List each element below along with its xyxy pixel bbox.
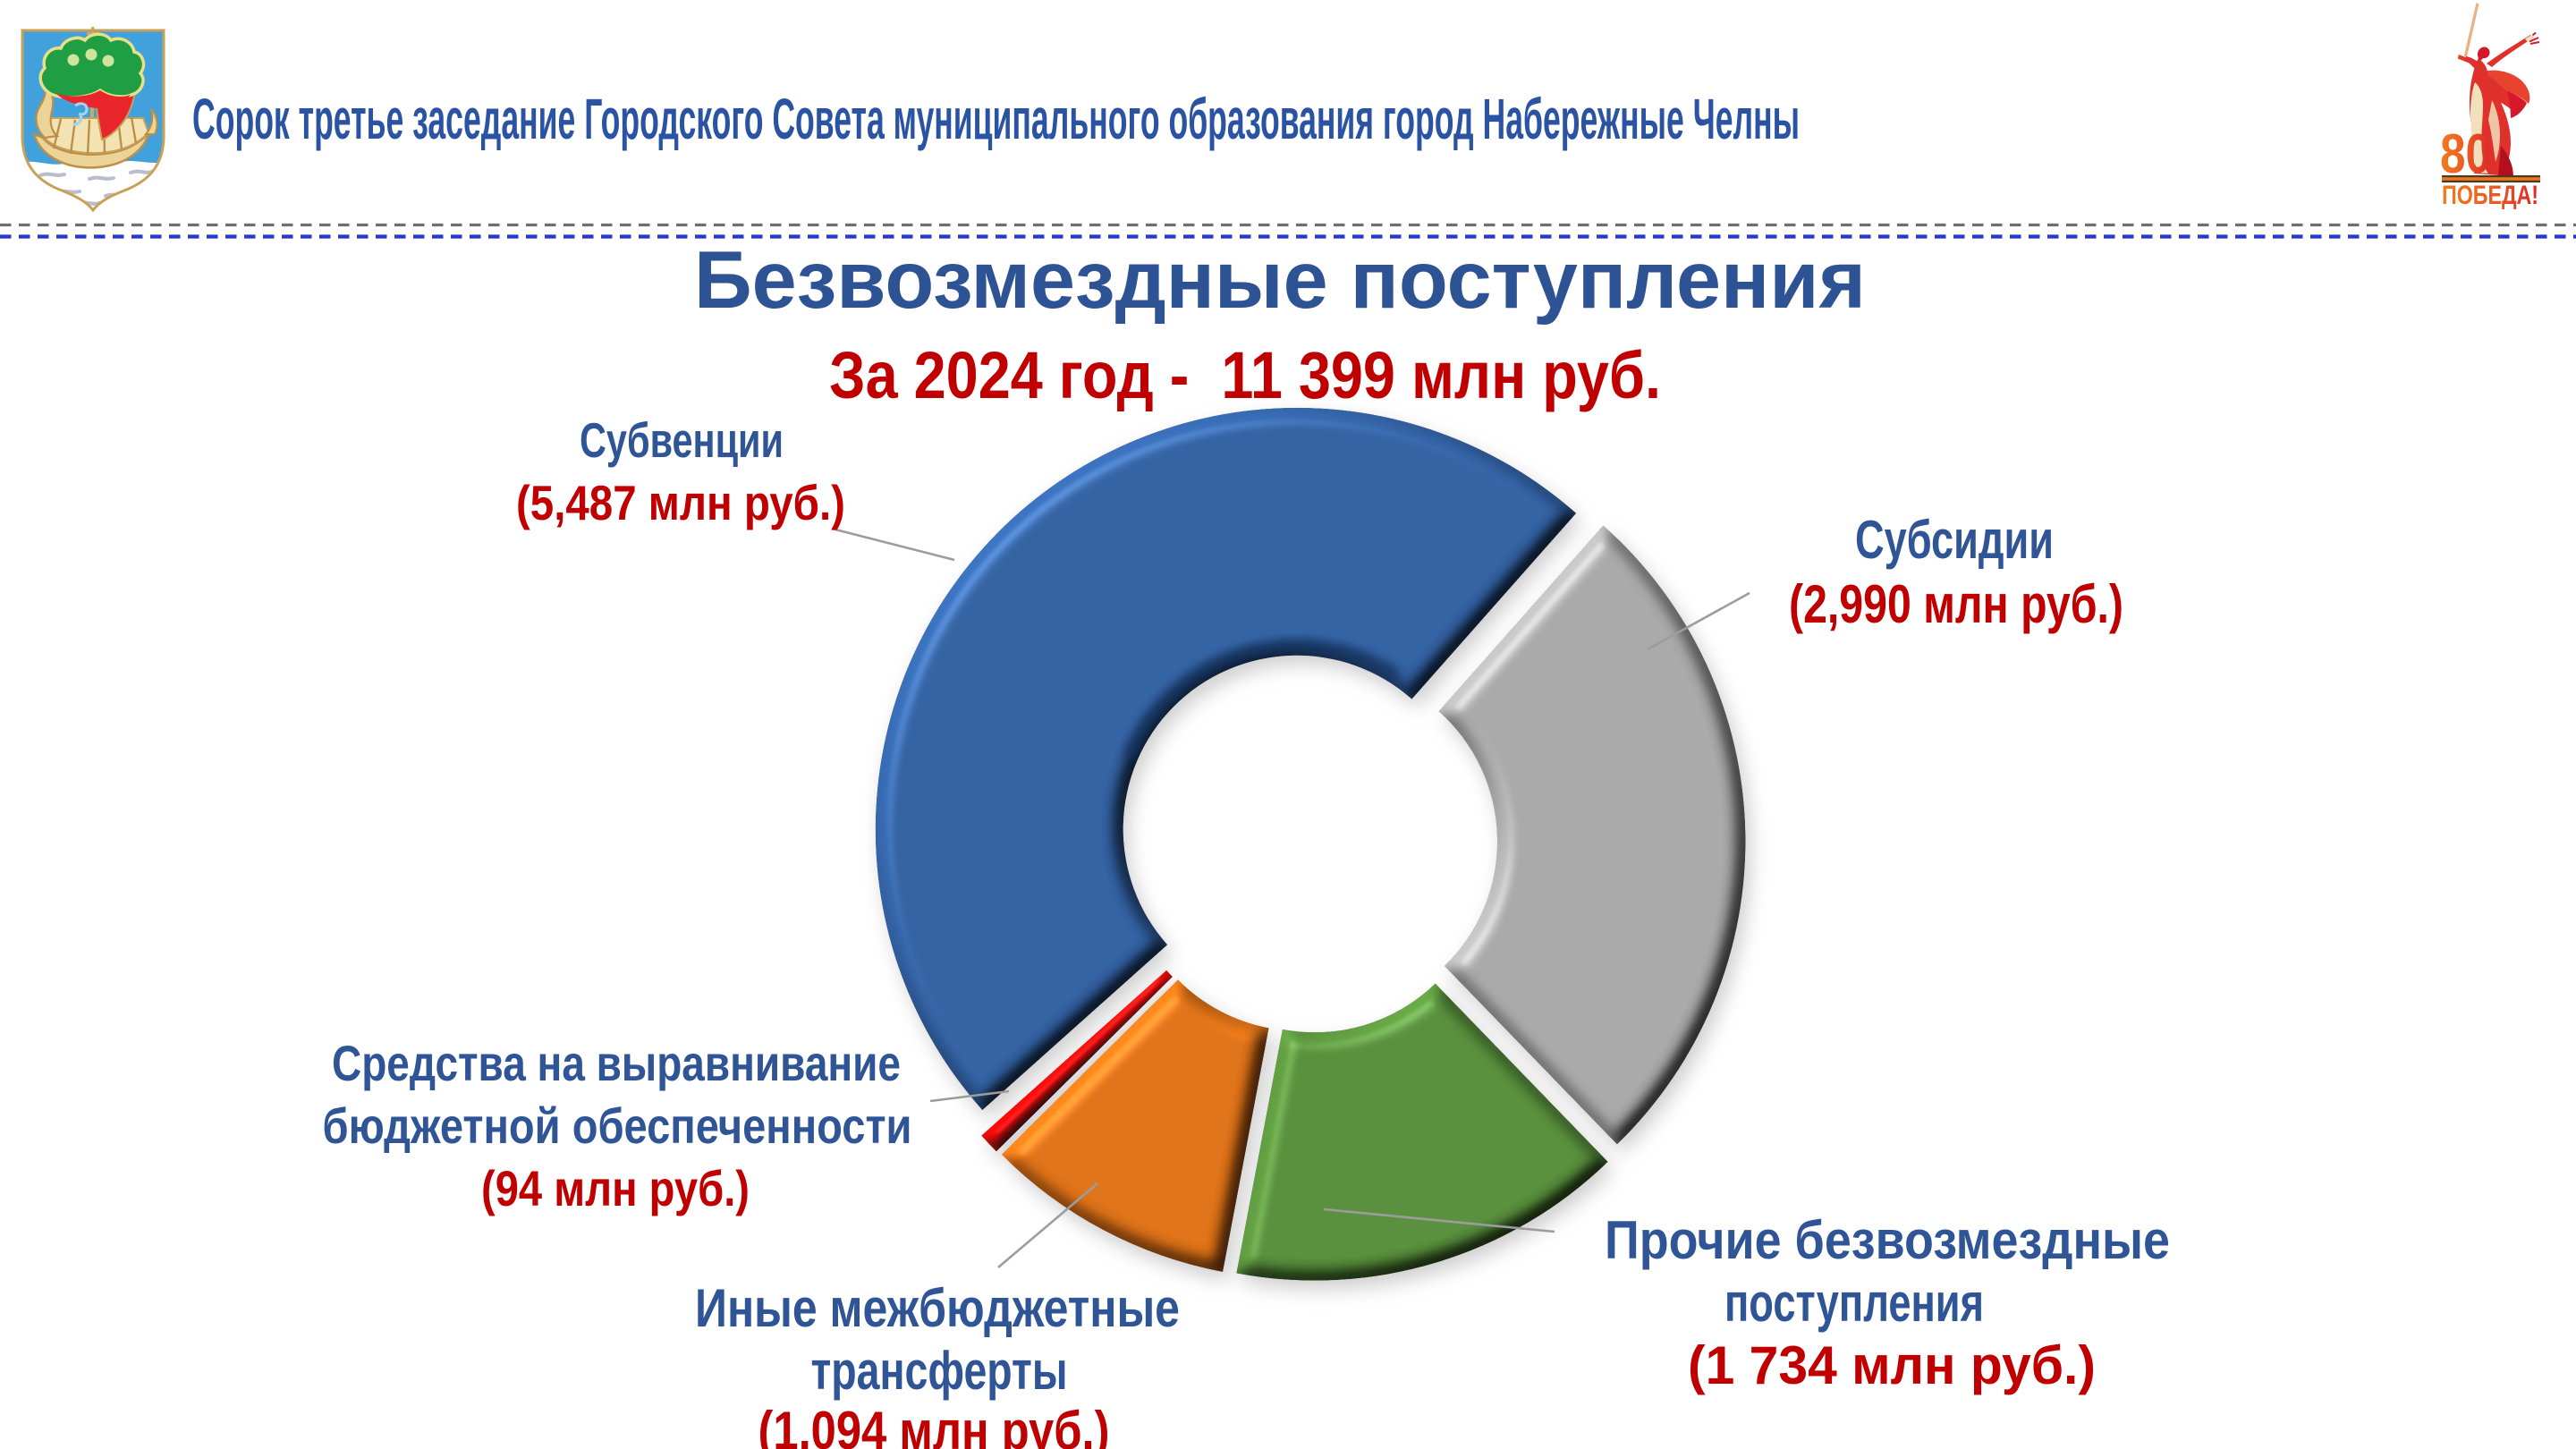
svg-text:Сорок третье заседание Городск: Сорок третье заседание Городского Совета…: [192, 87, 1800, 151]
svg-text:(1,094 млн руб.): (1,094 млн руб.): [758, 1401, 1110, 1449]
svg-text:(5,487 млн руб.): (5,487 млн руб.): [516, 475, 845, 530]
svg-text:трансферты: трансферты: [811, 1341, 1068, 1401]
svg-text:Субсидии: Субсидии: [1855, 510, 2054, 570]
svg-text:бюджетной обеспеченности: бюджетной обеспеченности: [323, 1097, 912, 1154]
svg-text:(1 734 млн руб.): (1 734 млн руб.): [1688, 1335, 2096, 1395]
svg-text:Субвенции: Субвенции: [580, 412, 784, 468]
svg-text:Прочие безвозмездные: Прочие безвозмездные: [1605, 1210, 2170, 1270]
svg-text:(94 млн руб.): (94 млн руб.): [481, 1160, 750, 1216]
svg-text:За 2024 год - 11 399 млн руб.: За 2024 год - 11 399 млн руб.: [829, 338, 1661, 412]
svg-text:Безвозмездные поступления: Безвозмездные поступления: [694, 235, 1866, 326]
svg-text:80: 80: [2440, 123, 2491, 185]
svg-text:Иные межбюджетные: Иные межбюджетные: [695, 1278, 1180, 1338]
svg-text:Средства на выравнивание: Средства на выравнивание: [332, 1035, 901, 1091]
svg-text:поступления: поступления: [1724, 1273, 1984, 1333]
svg-text:(2,990 млн руб.): (2,990 млн руб.): [1789, 574, 2123, 634]
svg-text:ПОБЕДА!: ПОБЕДА!: [2442, 181, 2538, 210]
